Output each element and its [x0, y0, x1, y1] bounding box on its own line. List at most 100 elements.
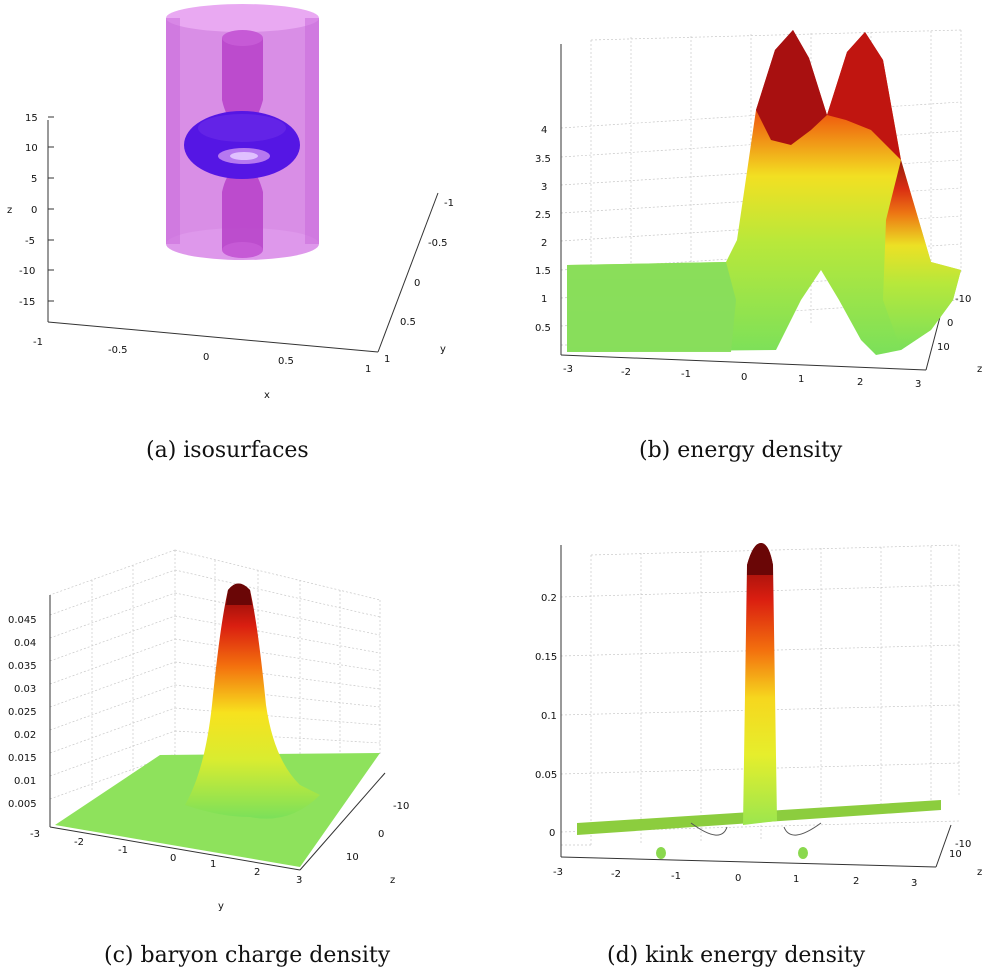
z-tick: 2 — [541, 238, 547, 249]
caption-d: (d) kink energy density — [607, 943, 866, 968]
panel-baryon-charge-density: 0.045 0.04 0.035 0.03 0.025 0.02 0.015 0… — [0, 505, 491, 975]
z-tick: 0.5 — [535, 323, 551, 334]
y-axis-label: z — [977, 867, 982, 878]
x-tick: -3 — [30, 829, 40, 840]
y-axis-label: z — [390, 875, 395, 886]
x-tick: 1 — [365, 364, 371, 375]
y-tick: -10 — [393, 801, 409, 812]
x-tick: 0 — [735, 873, 741, 884]
y-axis-ticks: -10 0 10 — [937, 294, 971, 353]
x-tick: 3 — [296, 875, 302, 886]
z-tick: 4 — [541, 125, 547, 136]
x-tick: -2 — [74, 837, 84, 848]
x-tick: -1 — [671, 871, 681, 882]
y-tick: 10 — [949, 849, 962, 860]
baryon-charge-density-plot: 0.045 0.04 0.035 0.03 0.025 0.02 0.015 0… — [8, 549, 409, 912]
x-axis-ticks: -3 -2 -1 0 1 2 3 — [563, 364, 921, 390]
z-axis-label: z — [7, 205, 12, 216]
y-axis-label: z — [977, 364, 982, 375]
x-tick: -2 — [611, 869, 621, 880]
panel-kink-energy-density: 0.2 0.15 0.1 0.05 0 -3 -2 -1 0 1 2 3 -10… — [491, 505, 982, 975]
caption-b: (b) energy density — [639, 438, 843, 463]
z-tick: 2.5 — [535, 210, 551, 221]
x-tick: 1 — [798, 374, 804, 385]
x-tick: -1 — [33, 337, 43, 348]
x-axis-ticks: -3 -2 -1 0 1 2 3 — [30, 829, 302, 886]
x-tick: -3 — [553, 867, 563, 878]
caption-a: (a) isosurfaces — [146, 438, 309, 463]
x-tick: 0 — [203, 352, 209, 363]
y-tick: 10 — [937, 342, 950, 353]
x-tick: 3 — [911, 878, 917, 889]
z-tick: 1 — [541, 294, 547, 305]
x-tick: 0 — [741, 372, 747, 383]
z-tick: 1.5 — [535, 266, 551, 277]
y-axis-label: y — [440, 344, 446, 355]
x-axis-label: x — [264, 390, 270, 401]
z-axis-ticks: 0.045 0.04 0.035 0.03 0.025 0.02 0.015 0… — [8, 615, 37, 810]
y-tick: -0.5 — [428, 238, 448, 249]
z-tick: -5 — [25, 236, 35, 247]
energy-surface — [567, 30, 961, 355]
x-tick: -0.5 — [108, 345, 128, 356]
caption-c: (c) baryon charge density — [104, 943, 391, 968]
z-tick: 5 — [31, 174, 37, 185]
x-tick: -2 — [621, 367, 631, 378]
y-tick: 10 — [346, 852, 359, 863]
z-tick: 3 — [541, 182, 547, 193]
energy-density-plot: 4 3.5 3 2.5 2 1.5 1 0.5 -3 -2 -1 0 1 2 3… — [535, 29, 982, 390]
x-axis-line — [560, 354, 927, 371]
x-tick: -3 — [563, 364, 573, 375]
z-axis-ticks: 4 3.5 3 2.5 2 1.5 1 0.5 — [535, 125, 551, 334]
z-tick: 0 — [31, 205, 37, 216]
z-axis-ticks: 15 10 5 0 -5 -10 -15 — [19, 113, 54, 308]
torus-isosurface — [184, 111, 300, 179]
z-axis-ticks: 0.2 0.15 0.1 0.05 0 — [535, 593, 557, 839]
y-tick: -10 — [955, 839, 971, 850]
x-tick: -1 — [681, 369, 691, 380]
x-tick: 3 — [915, 379, 921, 390]
x-axis-line — [49, 826, 301, 871]
kink-energy-density-plot: 0.2 0.15 0.1 0.05 0 -3 -2 -1 0 1 2 3 -10… — [535, 543, 982, 889]
baryon-surface — [55, 583, 380, 867]
z-tick: 3.5 — [535, 154, 551, 165]
x-axis-line — [560, 856, 937, 868]
z-tick: 0.03 — [14, 684, 36, 695]
x-tick: 2 — [254, 867, 260, 878]
z-tick: 0.025 — [8, 707, 37, 718]
z-tick: 0 — [549, 828, 555, 839]
panel-isosurfaces: 15 10 5 0 -5 -10 -15 z -1 -0.5 0 0.5 1 x… — [0, 0, 491, 463]
x-tick: 1 — [793, 874, 799, 885]
z-tick: 0.15 — [535, 652, 557, 663]
z-tick: -10 — [19, 266, 35, 277]
y-axis-ticks: -10 10 — [949, 839, 971, 860]
x-axis-ticks: -3 -2 -1 0 1 2 3 — [553, 867, 917, 889]
z-tick: 0.05 — [535, 770, 557, 781]
x-tick: 1 — [210, 859, 216, 870]
z-tick: 0.01 — [14, 776, 36, 787]
y-tick: 1 — [384, 354, 390, 365]
z-tick: -15 — [19, 297, 35, 308]
y-tick: -10 — [955, 294, 971, 305]
z-tick: 0.2 — [541, 593, 557, 604]
z-tick: 0.035 — [8, 661, 37, 672]
z-tick: 0.04 — [14, 638, 36, 649]
z-tick: 15 — [25, 113, 38, 124]
y-axis-line — [299, 772, 386, 871]
y-tick: 0 — [947, 318, 953, 329]
y-tick: 0 — [378, 829, 384, 840]
z-tick: 0.02 — [14, 730, 36, 741]
x-tick: 2 — [857, 377, 863, 388]
x-axis-line — [47, 321, 379, 353]
kink-surface — [577, 543, 941, 859]
y-tick: 0 — [414, 278, 420, 289]
x-tick: 0.5 — [278, 356, 294, 367]
z-tick: 10 — [25, 143, 38, 154]
y-axis-ticks: -1 -0.5 0 0.5 1 — [384, 198, 454, 365]
z-tick: 0.005 — [8, 799, 37, 810]
z-tick: 0.1 — [541, 711, 557, 722]
z-tick: 0.045 — [8, 615, 37, 626]
isosurface-plot: 15 10 5 0 -5 -10 -15 z -1 -0.5 0 0.5 1 x… — [7, 4, 454, 401]
x-axis-ticks: -1 -0.5 0 0.5 1 — [33, 337, 371, 375]
x-tick: 2 — [853, 876, 859, 887]
